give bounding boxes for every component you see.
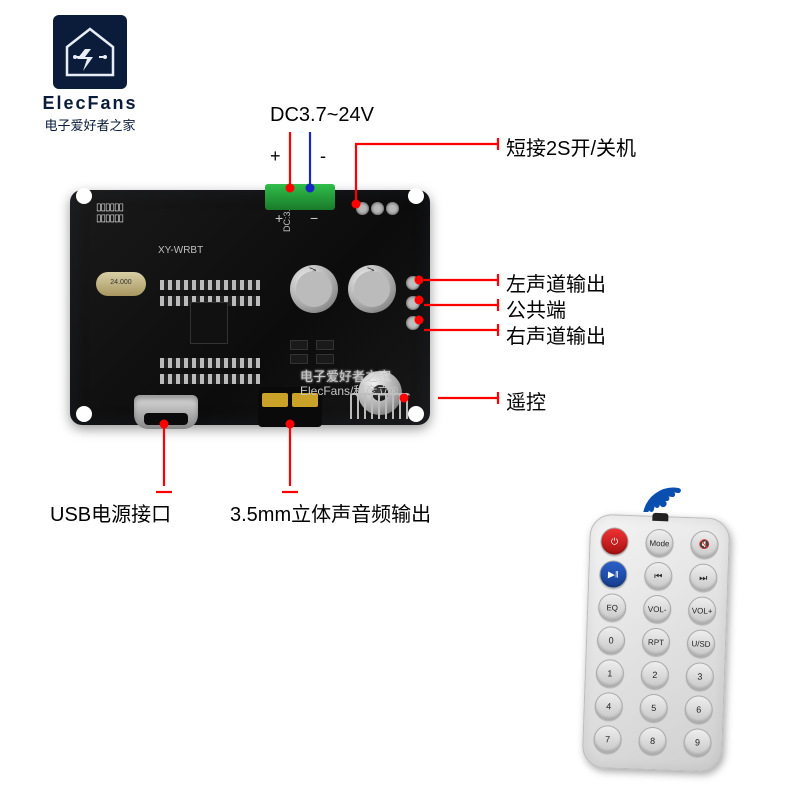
label-common: 公共端: [506, 294, 566, 323]
remote-voldown-button[interactable]: VOL-: [643, 595, 672, 624]
ir-remote-control: ⏻ Mode 🔇 ▶‖ ⏮ ⏭ EQ VOL- VOL+ 0 RPT U/SD …: [582, 514, 731, 773]
remote-0-button[interactable]: 0: [597, 626, 626, 655]
remote-1-button[interactable]: 1: [595, 659, 624, 688]
label-audio: 3.5mm立体声音频输出: [230, 498, 431, 527]
remote-6-button[interactable]: 6: [684, 695, 713, 724]
remote-volup-button[interactable]: VOL+: [688, 596, 717, 625]
remote-3-button[interactable]: 3: [685, 662, 714, 691]
remote-7-button[interactable]: 7: [593, 725, 622, 754]
wake-pads: [356, 202, 406, 220]
remote-power-button[interactable]: ⏻: [600, 527, 629, 556]
label-dc-power: DC3.7~24V: [270, 104, 374, 127]
remote-mode-button[interactable]: Mode: [645, 529, 674, 558]
label-short-press: 短接2S开/关机: [506, 132, 636, 161]
dc-screw-terminal: [265, 184, 335, 210]
label-usb: USB电源接口: [50, 498, 171, 527]
remote-eq-button[interactable]: EQ: [598, 593, 627, 622]
label-dc-minus: -: [320, 146, 326, 167]
remote-usd-button[interactable]: U/SD: [687, 629, 716, 658]
crystal-oscillator: 24.000: [96, 272, 146, 296]
pcb-model-silk: XY-WRBT: [158, 245, 203, 256]
pcb-antenna-trace: ▯▯▯▯▯▯▯▯▯▯▯▯: [96, 202, 123, 224]
micro-usb-port: [134, 395, 198, 429]
capacitor-2: 100 16V: [348, 265, 396, 313]
remote-next-button[interactable]: ⏭: [689, 563, 718, 592]
capacitor-1: 100 16V: [290, 265, 338, 313]
label-dc-plus: +: [270, 146, 281, 167]
remote-8-button[interactable]: 8: [638, 726, 667, 755]
watermark-line2: ElecFans/科彦立®: [300, 382, 398, 399]
logo-subtitle: 电子爱好者之家: [20, 115, 160, 134]
remote-play-button[interactable]: ▶‖: [599, 560, 628, 589]
label-ir: 遥控: [506, 386, 546, 415]
remote-9-button[interactable]: 9: [683, 728, 712, 757]
remote-4-button[interactable]: 4: [594, 692, 623, 721]
audio-output-pads: [406, 276, 420, 336]
label-left-out: 左声道输出: [506, 268, 606, 297]
remote-5-button[interactable]: 5: [639, 693, 668, 722]
main-ic-area: [160, 280, 260, 370]
logo-name: ElecFans: [20, 93, 160, 114]
remote-prev-button[interactable]: ⏮: [644, 562, 673, 591]
label-right-out: 右声道输出: [506, 320, 606, 349]
remote-2-button[interactable]: 2: [640, 661, 669, 690]
brand-logo: ElecFans 电子爱好者之家: [20, 15, 160, 134]
remote-rpt-button[interactable]: RPT: [642, 628, 671, 657]
logo-icon: [53, 15, 127, 89]
wireless-signal-icon: [636, 468, 688, 512]
remote-mute-button[interactable]: 🔇: [690, 530, 719, 559]
